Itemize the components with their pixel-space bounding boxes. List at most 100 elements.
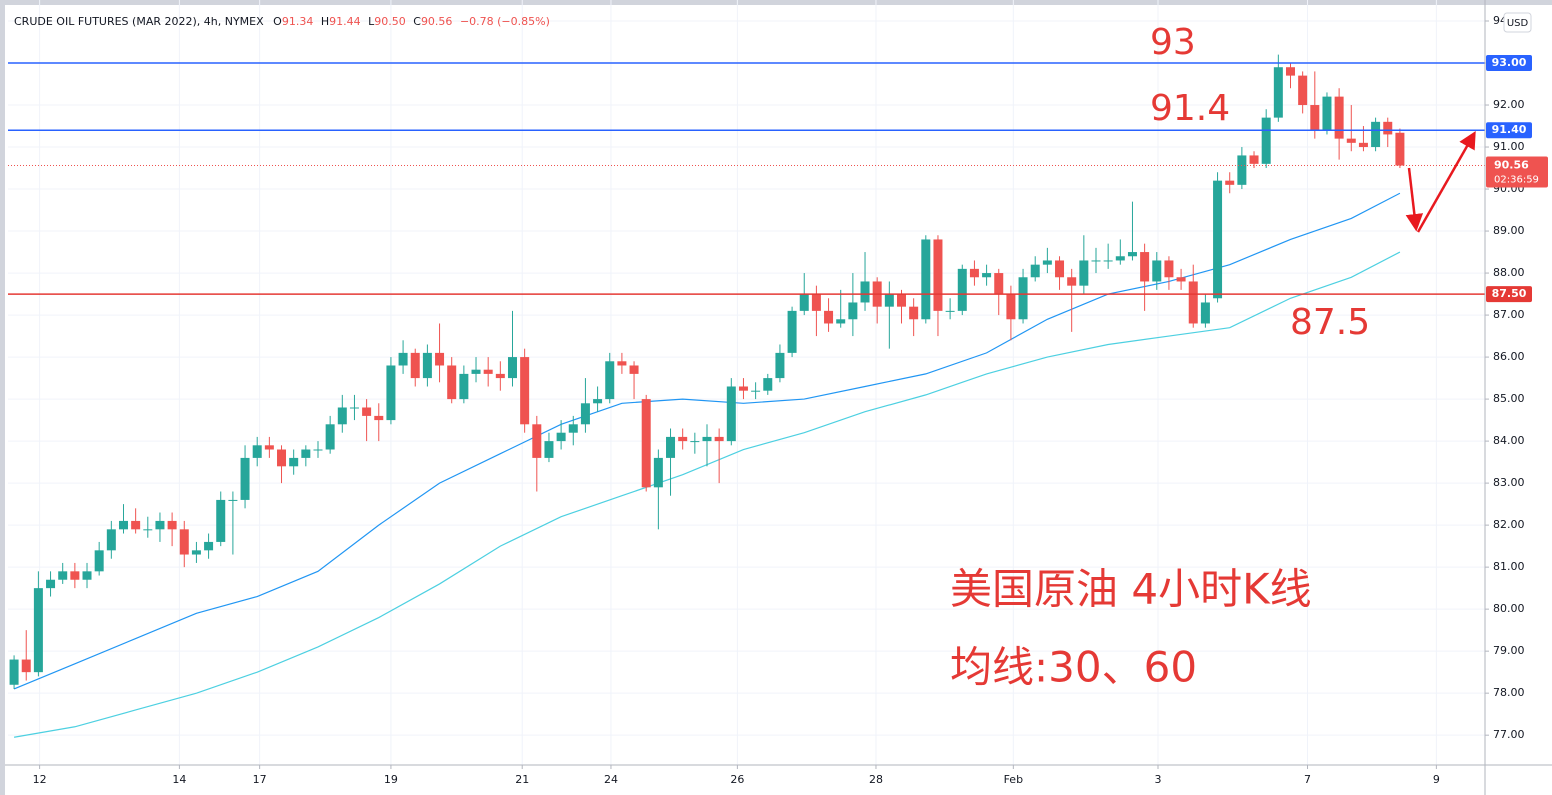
candle-body — [1030, 264, 1040, 278]
candle-body — [1018, 277, 1028, 320]
candle-body — [702, 436, 712, 442]
candle-body — [167, 520, 177, 530]
candle-body — [580, 403, 590, 425]
x-tick-label: 28 — [869, 773, 883, 786]
candle-body — [653, 457, 663, 488]
candle-body — [909, 306, 919, 320]
candle-body — [884, 294, 894, 307]
x-tick-label: 19 — [384, 773, 398, 786]
ohlc-key: H — [321, 15, 329, 28]
level-label-box — [1486, 122, 1532, 139]
candle-body — [179, 529, 189, 555]
level-label-box — [1486, 286, 1532, 303]
candle-body — [289, 457, 299, 467]
candle-body — [1346, 138, 1356, 143]
candle-body — [933, 239, 943, 311]
candle-body — [860, 281, 870, 303]
ohlc-key: C — [413, 15, 421, 28]
candle-body — [811, 294, 821, 311]
y-tick-label: 82.00 — [1493, 518, 1525, 531]
ohlc-value: 91.34 — [282, 15, 314, 28]
candle-body — [58, 571, 68, 580]
last-price-box — [1486, 156, 1548, 188]
candle-body — [1237, 155, 1247, 185]
candle-body — [106, 529, 116, 551]
candle-body — [1298, 75, 1308, 106]
currency-button[interactable] — [1503, 12, 1532, 33]
candle-body — [1358, 142, 1368, 148]
candle-body — [507, 357, 517, 379]
plot — [8, 54, 1485, 738]
candle-body — [325, 424, 335, 450]
countdown: 02:36:59 — [1494, 175, 1539, 186]
candle-body — [593, 399, 603, 404]
candle-body — [957, 268, 967, 311]
candle-body — [714, 436, 724, 442]
candle-body — [9, 659, 19, 685]
candle-body — [21, 659, 31, 673]
candle-body — [1140, 252, 1150, 282]
candle-body — [447, 365, 457, 400]
candle-body — [82, 571, 92, 580]
candle-body — [678, 436, 688, 442]
change: −0.78 (−0.85%) — [460, 15, 550, 28]
candle-body — [1152, 260, 1162, 282]
x-tick-label: 12 — [33, 773, 47, 786]
candle-body — [410, 352, 420, 379]
candle-body — [1055, 260, 1065, 278]
candle-body — [118, 520, 128, 530]
candle-body — [435, 352, 445, 366]
legend-header: CRUDE OIL FUTURES (MAR 2022), 4h, NYMEX … — [14, 15, 550, 28]
candle-body — [228, 499, 238, 501]
candle-body — [1322, 96, 1332, 131]
candle-body — [398, 352, 408, 366]
y-tick-label: 87.00 — [1493, 308, 1525, 321]
x-tick-label: 14 — [172, 773, 186, 786]
note: 均线:30、60 — [950, 643, 1197, 692]
candle-body — [386, 365, 396, 421]
ohlc-value: 90.56 — [421, 15, 453, 28]
annotation: 87.5 — [1290, 302, 1370, 343]
candle-body — [532, 424, 542, 458]
level-label: 91.40 — [1492, 123, 1527, 136]
top-border — [0, 0, 1552, 5]
candle-body — [544, 441, 554, 458]
x-tick-label: 26 — [730, 773, 744, 786]
y-tick-label: 81.00 — [1493, 560, 1525, 573]
y-tick-label: 86.00 — [1493, 350, 1525, 363]
candle-body — [775, 352, 785, 379]
level-label: 93.00 — [1492, 56, 1527, 69]
candle-body — [836, 319, 846, 324]
y-tick-label: 88.00 — [1493, 266, 1525, 279]
candle-body — [969, 268, 979, 278]
candle-body — [763, 378, 773, 391]
currency[interactable]: USD — [1507, 18, 1529, 29]
candle-body — [495, 373, 505, 379]
y-tick-label: 83.00 — [1493, 476, 1525, 489]
candle-body — [1176, 277, 1186, 282]
y-tick-label: 91.00 — [1493, 140, 1525, 153]
candle-body — [848, 302, 858, 320]
ohlc-key: L — [368, 15, 375, 28]
candle-body — [1164, 260, 1174, 278]
y-tick-label: 89.00 — [1493, 224, 1525, 237]
x-tick-label: 7 — [1304, 773, 1311, 786]
y-tick-label: 80.00 — [1493, 602, 1525, 615]
arrow-down — [1405, 167, 1424, 232]
candle-body — [994, 273, 1004, 295]
candle-body — [1285, 67, 1295, 76]
symbol: CRUDE OIL FUTURES (MAR 2022), 4h, NYMEX — [14, 15, 264, 28]
candle-body — [605, 361, 615, 400]
candle-body — [252, 445, 262, 458]
candle-body — [374, 415, 384, 421]
x-tick-label: 21 — [515, 773, 529, 786]
candle-body — [751, 390, 761, 392]
annotation: 93 — [1150, 22, 1196, 63]
candle-body — [1103, 260, 1113, 262]
candle-body — [1200, 302, 1210, 324]
candle-body — [459, 373, 469, 400]
candle-body — [483, 369, 493, 374]
candle-body — [70, 571, 80, 580]
